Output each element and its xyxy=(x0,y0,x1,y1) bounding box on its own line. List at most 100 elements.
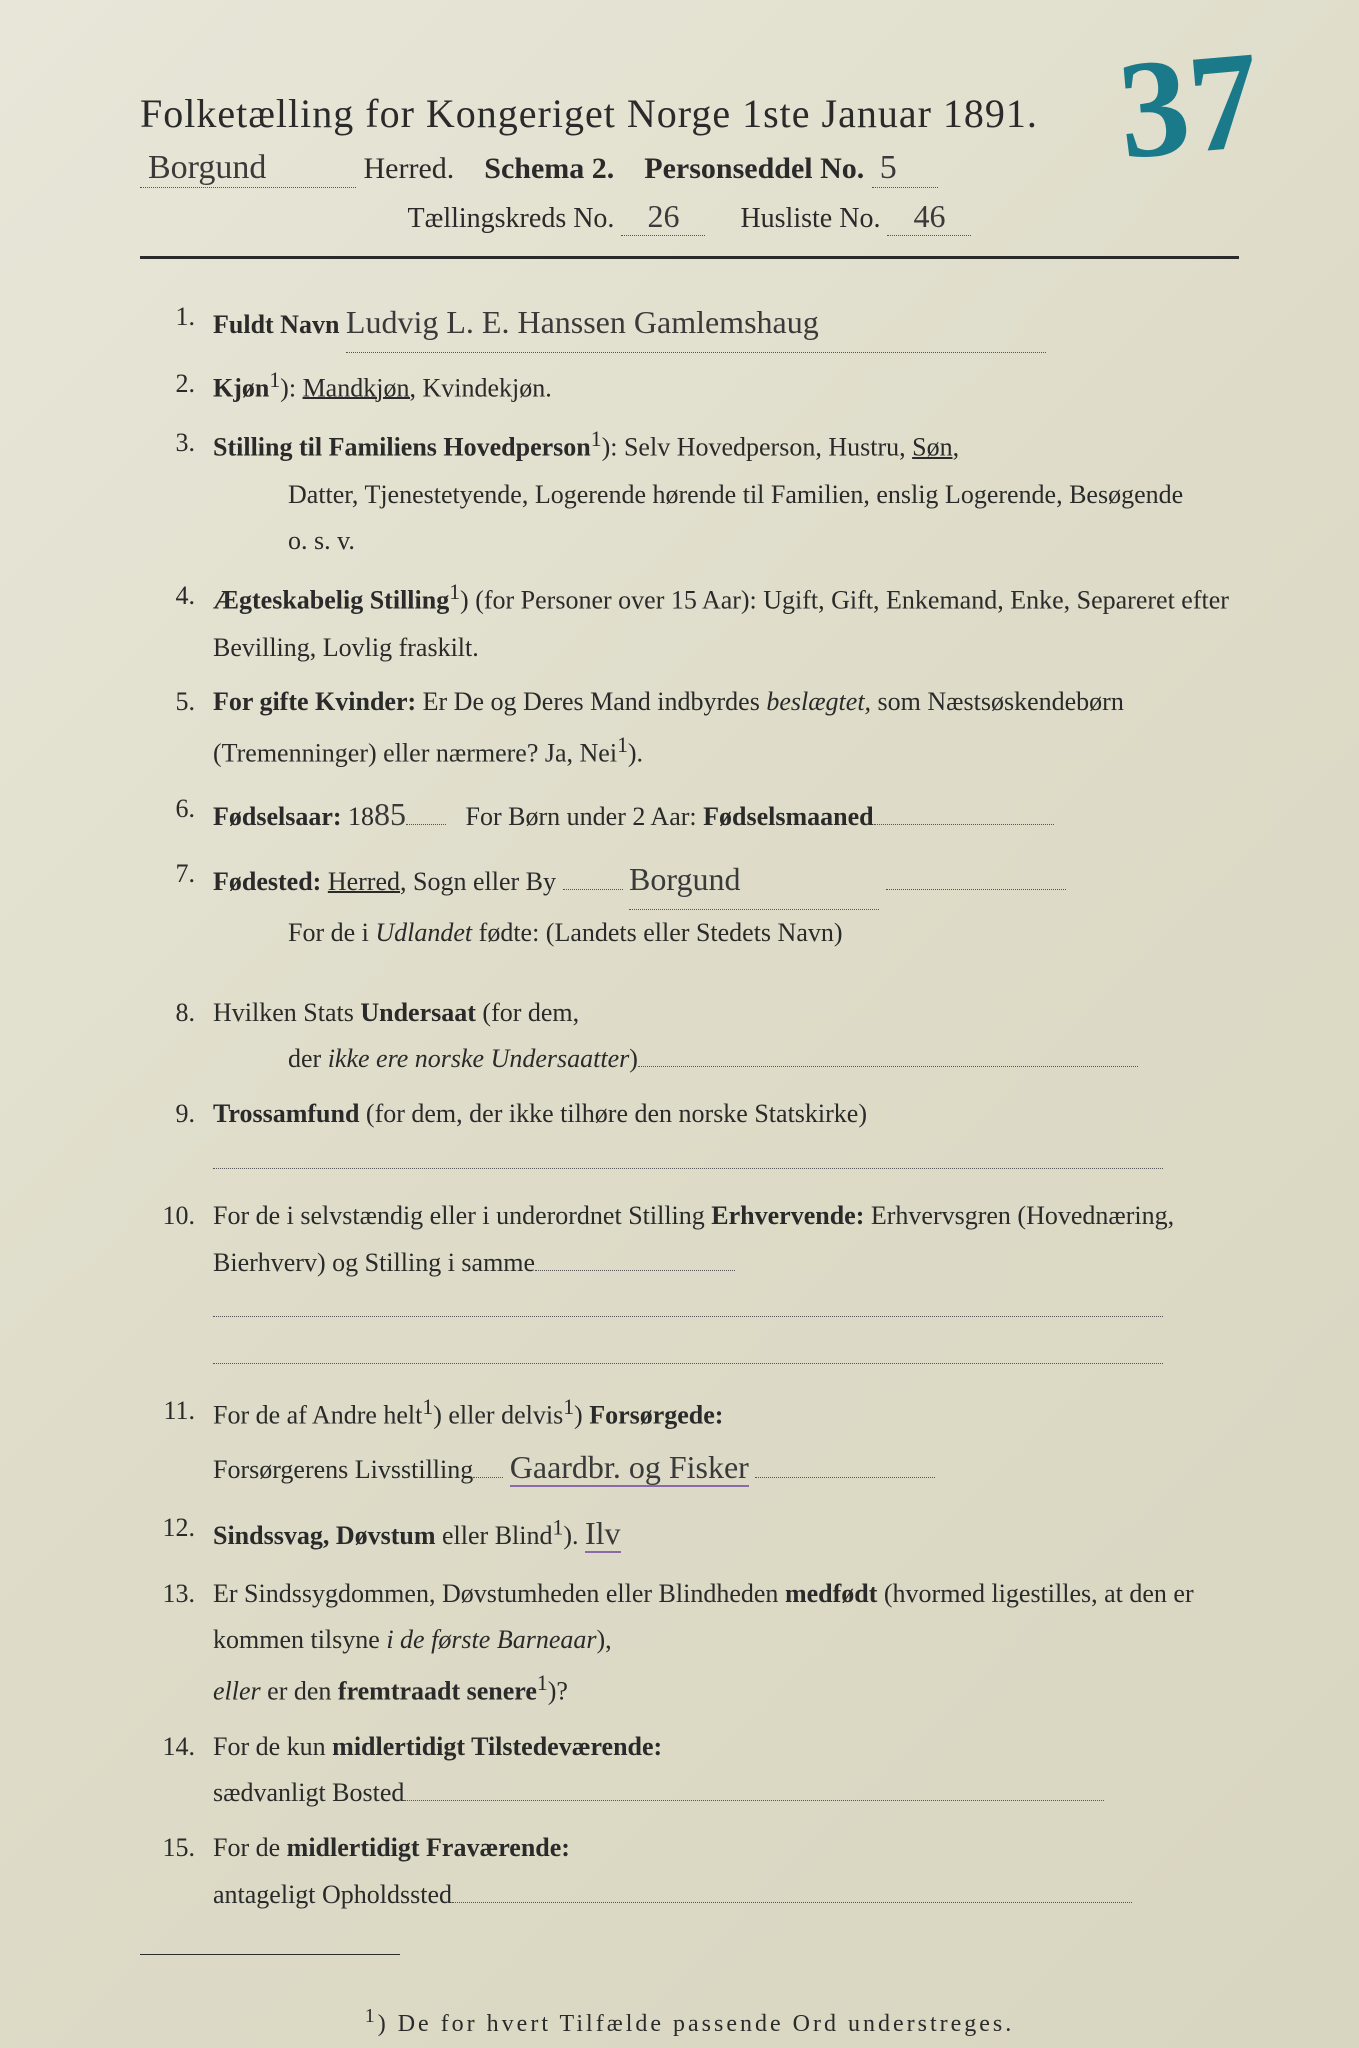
field-num: 8. xyxy=(140,990,213,1037)
italic: i de første Barneaar xyxy=(386,1625,596,1654)
field-label: medfødt xyxy=(785,1579,877,1608)
field-label: Erhvervende: xyxy=(711,1201,864,1230)
taellingskreds-value: 26 xyxy=(621,198,705,236)
provider-occupation: Gaardbr. og Fisker xyxy=(510,1449,749,1487)
text: Forsørgerens Livsstilling xyxy=(213,1455,473,1484)
sex-other: Kvindekjøn. xyxy=(422,373,551,402)
field-2: 2. Kjøn1): Mandkjøn, Kvindekjøn. xyxy=(140,361,1239,412)
text: (for dem, der ikke tilhøre den norske St… xyxy=(366,1099,867,1128)
field-label: Trossamfund xyxy=(213,1099,359,1128)
sup: 1 xyxy=(269,368,280,392)
corner-annotation: 37 xyxy=(1114,44,1263,168)
sup: 1 xyxy=(591,427,602,451)
field-11: 11. For de af Andre helt1) eller delvis1… xyxy=(140,1388,1239,1497)
text: eller delvis xyxy=(448,1401,563,1430)
field-15: 15. For de midlertidigt Fraværende: anta… xyxy=(140,1825,1239,1919)
field-label: Stilling til Familiens Hovedperson xyxy=(213,433,591,462)
field-num: 4. xyxy=(140,573,213,620)
text: er den xyxy=(267,1677,331,1706)
field-num: 7. xyxy=(140,851,213,898)
field-label: Forsørgede: xyxy=(589,1401,723,1430)
field-9: 9. Trossamfund (for dem, der ikke tilhør… xyxy=(140,1091,1239,1185)
text: der xyxy=(213,1044,321,1073)
husliste-value: 46 xyxy=(887,198,971,236)
field-num: 3. xyxy=(140,420,213,467)
sup: 1 xyxy=(449,580,460,604)
herred-label: Herred. xyxy=(364,152,455,185)
text: For de xyxy=(213,1833,280,1862)
census-form-page: 37 Folketælling for Kongeriget Norge 1st… xyxy=(0,0,1359,2048)
text: For Børn under 2 Aar: xyxy=(466,802,697,831)
text: antageligt Opholdssted xyxy=(213,1880,452,1909)
text: o. s. v. xyxy=(213,526,355,555)
field-8: 8. Hvilken Stats Undersaat (for dem, der… xyxy=(140,990,1239,1084)
birthplace-type: Herred, xyxy=(328,867,407,896)
disability-value: Ilv xyxy=(585,1515,621,1553)
field-num: 5. xyxy=(140,679,213,726)
form-body: 1. Fuldt Navn Ludvig L. E. Hanssen Gamle… xyxy=(140,294,1239,1919)
sup: 1 xyxy=(553,1515,564,1539)
field-1: 1. Fuldt Navn Ludvig L. E. Hanssen Gamle… xyxy=(140,294,1239,353)
field-num: 1. xyxy=(140,294,213,341)
text: For de af Andre helt xyxy=(213,1401,422,1430)
header-divider xyxy=(140,256,1239,259)
field-label: midlertidigt Fraværende: xyxy=(287,1833,570,1862)
field-label: Fødested: xyxy=(213,867,321,896)
sup: 1 xyxy=(422,1395,433,1419)
schema-label: Schema 2. xyxy=(484,152,614,185)
text: Datter, Tjenestetyende, Logerende hørend… xyxy=(213,480,1183,509)
field-label: Undersaat xyxy=(360,998,476,1027)
location-line: Borgund Herred. Schema 2. Personseddel N… xyxy=(140,149,1239,188)
sup: 1 xyxy=(365,2005,378,2027)
field-13: 13. Er Sindssygdommen, Døvstumheden elle… xyxy=(140,1571,1239,1716)
form-header: Folketælling for Kongeriget Norge 1ste J… xyxy=(140,90,1239,236)
text: Selv Hovedperson, Hustru, xyxy=(624,433,906,462)
field-num: 6. xyxy=(140,786,213,833)
sup: 1 xyxy=(537,1671,548,1695)
birthplace-value: Borgund xyxy=(629,851,879,910)
relation-selected: Søn, xyxy=(912,433,959,462)
field-num: 11. xyxy=(140,1388,213,1435)
field-label: Fødselsmaaned xyxy=(703,802,873,831)
field-4: 4. Ægteskabelig Stilling1) (for Personer… xyxy=(140,573,1239,671)
subheader-line: Tællingskreds No. 26 Husliste No. 46 xyxy=(140,198,1239,236)
text: eller Blind xyxy=(442,1521,552,1550)
field-label: Fødselsaar: xyxy=(213,802,342,831)
husliste-label: Husliste No. xyxy=(740,203,880,234)
sex-selected: Mandkjøn, xyxy=(303,373,416,402)
text: (for dem, xyxy=(482,998,579,1027)
sup: 1 xyxy=(617,733,628,757)
field-num: 13. xyxy=(140,1571,213,1618)
field-label: Ægteskabelig Stilling xyxy=(213,586,449,615)
field-label: Fuldt Navn xyxy=(213,310,339,339)
field-num: 15. xyxy=(140,1825,213,1872)
footer-note: 1) De for hvert Tilfælde passende Ord un… xyxy=(140,2005,1239,2038)
taellingskreds-label: Tællingskreds No. xyxy=(408,203,615,234)
year-prefix: 18 xyxy=(348,802,374,831)
text: For de i selvstændig eller i underordnet… xyxy=(213,1201,705,1230)
text: Er De og Deres Mand indbyrdes xyxy=(423,687,760,716)
field-12: 12. Sindssvag, Døvstum eller Blind1). Il… xyxy=(140,1505,1239,1563)
field-10: 10. For de i selvstændig eller i underor… xyxy=(140,1193,1239,1380)
field-5: 5. For gifte Kvinder: Er De og Deres Man… xyxy=(140,679,1239,777)
herred-value: Borgund xyxy=(140,149,356,188)
field-num: 12. xyxy=(140,1505,213,1552)
field-num: 14. xyxy=(140,1724,213,1771)
text: For de kun xyxy=(213,1732,326,1761)
text: Hvilken Stats xyxy=(213,998,354,1027)
field-14: 14. For de kun midlertidigt Tilstedevære… xyxy=(140,1724,1239,1818)
personseddel-label: Personseddel No. xyxy=(644,152,864,185)
field-label: midlertidigt Tilstedeværende: xyxy=(332,1732,662,1761)
italic: Udlandet xyxy=(375,918,472,947)
italic: ikke ere norske Undersaatter xyxy=(328,1044,630,1073)
text: fødte: (Landets eller Stedets Navn) xyxy=(479,918,843,947)
sup: 1 xyxy=(563,1395,574,1419)
footer-rule xyxy=(140,1954,400,1955)
field-6: 6. Fødselsaar: 1885 For Børn under 2 Aar… xyxy=(140,786,1239,844)
text: Sogn eller By xyxy=(413,867,556,896)
text: For de i xyxy=(213,918,369,947)
italic: beslægtet, xyxy=(766,687,871,716)
field-3: 3. Stilling til Familiens Hovedperson1):… xyxy=(140,420,1239,565)
field-label: Kjøn xyxy=(213,373,269,402)
italic: eller xyxy=(213,1677,261,1706)
